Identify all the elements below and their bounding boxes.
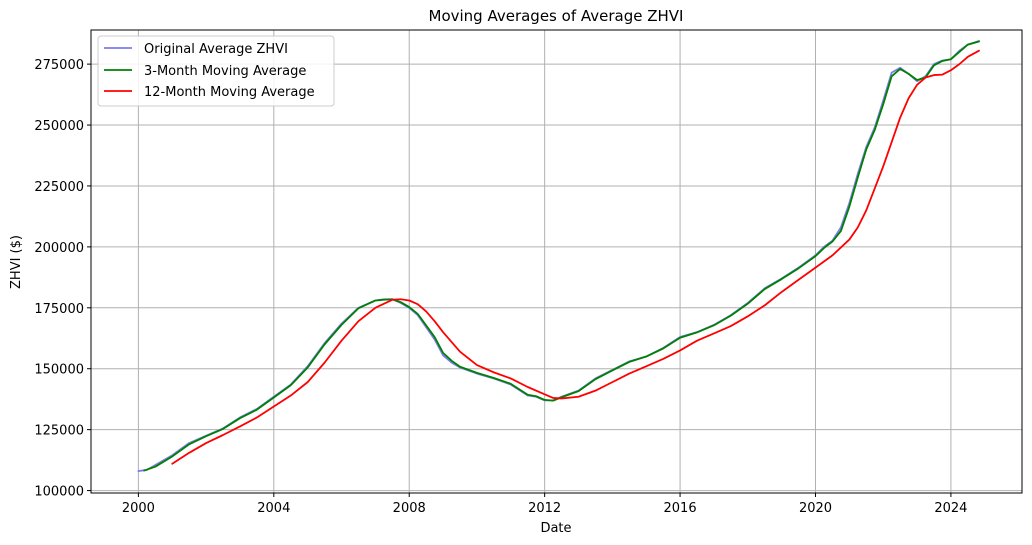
y-tick-label: 150000 [34, 363, 84, 378]
y-tick-label: 275000 [34, 58, 84, 73]
x-axis-ticks: 2000 2004 2008 2012 2016 2020 2024 [122, 493, 967, 516]
plot-frame [90, 29, 1023, 494]
x-tick-label: 2024 [934, 501, 967, 516]
y-axis-ticks: 100000 125000 150000 175000 200000 225000 2500… [34, 58, 91, 500]
grid-lines [91, 30, 1022, 493]
legend-label-12-month: 12-Month Moving Average [144, 85, 315, 100]
x-tick-label: 2012 [528, 501, 561, 516]
y-tick-label: 250000 [34, 119, 84, 134]
y-tick-label: 100000 [34, 485, 84, 500]
legend-box [97, 35, 335, 107]
legend: Original Average ZHVI 3-Month Moving Ave… [97, 35, 335, 107]
y-axis-title: ZHVI ($) [9, 235, 24, 289]
legend-label-original: Original Average ZHVI [144, 42, 288, 57]
y-tick-label: 175000 [34, 302, 84, 317]
x-tick-label: 2008 [393, 501, 426, 516]
series-line-12-month [171, 49, 980, 465]
series-line-3-month [143, 40, 980, 472]
legend-label-3-month: 3-Month Moving Average [144, 64, 306, 79]
series-lines [137, 40, 980, 472]
y-tick-label: 200000 [34, 241, 84, 256]
x-tick-label: 2020 [799, 501, 832, 516]
y-tick-label: 225000 [34, 180, 84, 195]
x-tick-label: 2004 [257, 501, 290, 516]
chart-title: Moving Averages of Average ZHVI [429, 7, 684, 25]
x-axis-title: Date [540, 521, 571, 536]
x-tick-label: 2016 [664, 501, 697, 516]
x-tick-label: 2000 [122, 501, 155, 516]
y-tick-label: 125000 [34, 424, 84, 439]
